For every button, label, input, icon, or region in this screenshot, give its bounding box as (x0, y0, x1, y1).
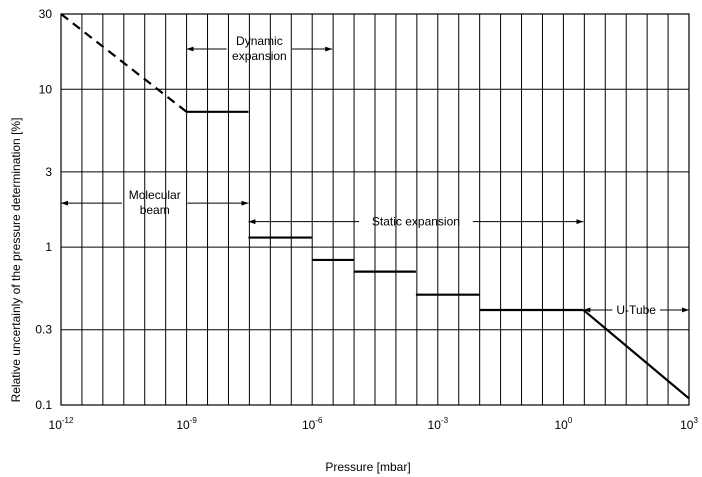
y-tick-label: 0.1 (35, 398, 52, 412)
y-tick-label: 0.3 (35, 323, 52, 337)
x-tick-label: 103 (680, 416, 698, 432)
molecular-beam-label-line: Molecular (129, 188, 181, 202)
x-tick-label: 10-3 (428, 416, 449, 432)
x-tick-label: 10-12 (49, 416, 74, 432)
grid (60, 13, 690, 406)
y-tick-label: 3 (45, 165, 52, 179)
dynamic-expansion-label-line: Dynamic (236, 34, 283, 48)
plot-frame (60, 13, 690, 406)
u-tube-label: U-Tube (616, 303, 656, 317)
plot-marks (60, 13, 690, 400)
dynamic-expansion-label-line: expansion (232, 49, 287, 63)
y-tick-label: 1 (45, 240, 52, 254)
x-tick-label: 10-9 (176, 416, 197, 432)
x-axis-label: Pressure [mbar] (325, 460, 410, 474)
molecular-beam-label-line: beam (140, 203, 170, 217)
y-tick-label: 10 (39, 82, 53, 96)
u-tube-uncertainty-line (582, 309, 690, 400)
static-expansion-label: Static expansion (372, 215, 460, 229)
dashed-extrapolation-line (60, 13, 188, 113)
x-tick-label: 100 (554, 416, 572, 432)
y-axis-label: Relative uncertainly of the pressure det… (9, 118, 23, 403)
y-tick-label: 30 (39, 7, 53, 21)
x-tick-label: 10-6 (302, 416, 323, 432)
